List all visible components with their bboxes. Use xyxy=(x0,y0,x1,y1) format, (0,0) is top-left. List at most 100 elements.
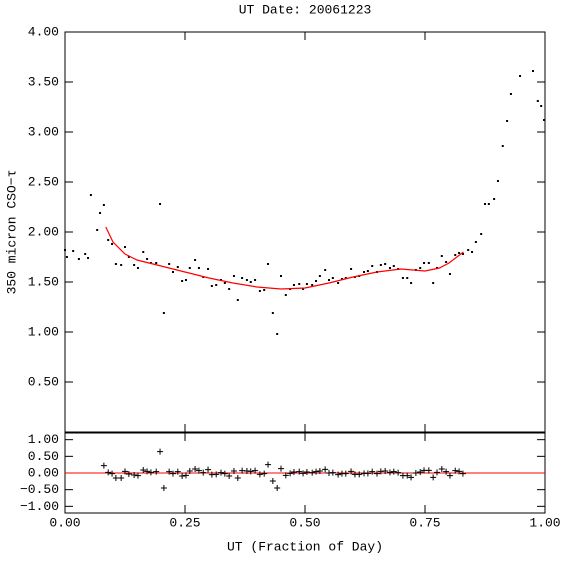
residual-point xyxy=(342,470,349,477)
residual-point xyxy=(186,468,193,474)
x-axis-label: UT (Fraction of Day) xyxy=(227,539,383,554)
data-point xyxy=(188,267,191,269)
residual-point xyxy=(269,478,276,484)
data-point xyxy=(302,288,305,290)
data-point xyxy=(467,249,470,251)
residual-point xyxy=(256,471,263,478)
residual-point xyxy=(200,469,207,476)
y-tick-label: 1.50 xyxy=(28,274,59,289)
data-point xyxy=(331,277,334,279)
data-point xyxy=(536,100,539,102)
residual-point xyxy=(182,472,189,479)
data-point xyxy=(210,285,213,287)
residual-point xyxy=(303,469,310,475)
data-point xyxy=(249,281,252,283)
residual-point xyxy=(430,474,437,481)
data-point xyxy=(142,251,145,253)
residual-point xyxy=(247,468,254,475)
residual-point xyxy=(322,466,329,473)
data-point xyxy=(496,180,499,182)
residual-point xyxy=(443,468,450,475)
data-point xyxy=(146,258,149,260)
data-point xyxy=(194,259,197,261)
residual-point xyxy=(147,469,154,476)
data-point xyxy=(509,93,512,95)
residual-point xyxy=(234,475,241,481)
residual-point xyxy=(213,471,220,478)
data-point xyxy=(311,284,314,286)
data-point xyxy=(484,203,486,205)
data-point xyxy=(454,254,457,256)
residual-point xyxy=(140,467,147,473)
data-point xyxy=(184,279,187,281)
y-tick-label: 1.00 xyxy=(28,324,59,339)
residual-point xyxy=(374,470,380,477)
residual-point xyxy=(230,468,237,474)
plot-frame xyxy=(64,31,546,433)
data-point xyxy=(77,258,80,260)
residual-point xyxy=(100,462,107,469)
data-point xyxy=(480,233,483,235)
residual-point xyxy=(160,485,167,491)
data-point xyxy=(72,250,75,252)
residual-point xyxy=(412,470,419,476)
data-point xyxy=(371,265,374,267)
residual-point xyxy=(157,448,164,455)
chart-title: UT Date: 20061223 xyxy=(239,2,372,17)
data-point xyxy=(162,312,165,314)
data-point xyxy=(197,267,200,269)
data-point xyxy=(96,229,99,231)
y-tick-label: 4.00 xyxy=(28,24,59,39)
data-point xyxy=(532,70,534,72)
data-point xyxy=(458,252,461,254)
residual-point xyxy=(395,469,402,476)
residual-point xyxy=(221,470,228,477)
residual-point xyxy=(335,471,342,478)
data-point xyxy=(65,256,68,258)
data-point xyxy=(366,270,369,272)
data-point xyxy=(315,280,318,282)
x-tick-label: 1.00 xyxy=(529,515,560,530)
data-point xyxy=(89,194,92,196)
data-point xyxy=(305,283,308,285)
data-point xyxy=(448,273,451,275)
data-point xyxy=(181,280,184,282)
data-point xyxy=(344,277,347,279)
data-point xyxy=(379,264,382,266)
data-point xyxy=(350,268,353,270)
data-point xyxy=(410,282,413,284)
residual-point xyxy=(369,468,376,475)
residual-point xyxy=(300,470,307,477)
residual-point xyxy=(446,472,453,479)
residual-point xyxy=(313,468,320,475)
data-point xyxy=(120,264,123,266)
y-tick-label: 2.00 xyxy=(28,224,59,239)
data-point xyxy=(392,265,395,267)
residual-point xyxy=(452,467,459,474)
data-point xyxy=(258,290,261,292)
data-point xyxy=(501,145,504,147)
y-tick-label: 0.50 xyxy=(28,374,59,389)
data-point xyxy=(267,263,270,265)
data-point xyxy=(114,263,117,265)
residual-point xyxy=(261,470,268,477)
data-point xyxy=(155,262,158,264)
residual-point xyxy=(348,468,355,475)
residual-point xyxy=(290,469,297,475)
data-point xyxy=(401,277,404,279)
residual-point xyxy=(170,470,176,477)
data-point xyxy=(363,271,366,273)
residual-point xyxy=(105,469,112,476)
data-point xyxy=(384,263,387,265)
data-point xyxy=(519,75,522,77)
data-point xyxy=(207,268,210,270)
residual-point xyxy=(274,485,281,491)
residual-point xyxy=(404,472,411,479)
data-point xyxy=(543,119,546,121)
data-point xyxy=(419,267,422,269)
data-point xyxy=(102,204,105,206)
residual-point xyxy=(390,468,397,475)
data-point xyxy=(487,203,490,205)
data-point xyxy=(107,239,110,241)
